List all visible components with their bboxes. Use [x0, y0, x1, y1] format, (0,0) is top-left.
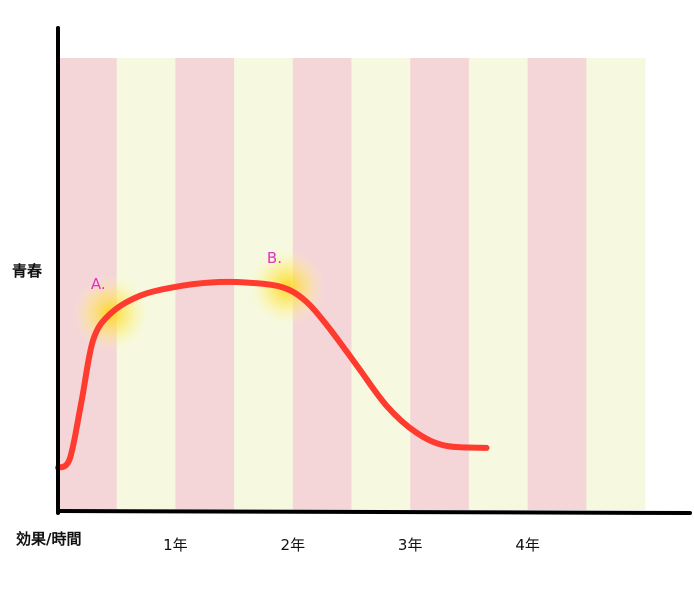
annotation-label: B. — [266, 248, 282, 267]
annotation-label: A. — [90, 275, 106, 294]
x-tick-label: 1年 — [163, 536, 188, 554]
background-bands — [58, 58, 646, 510]
x-tick-label: 3年 — [397, 536, 423, 554]
background-band — [351, 58, 411, 510]
y-axis-label: 青春 — [12, 262, 43, 280]
x-tick-label: 2年 — [280, 536, 306, 554]
background-band — [586, 58, 646, 510]
x-axis-label: 効果/時間 — [16, 530, 82, 548]
x-tick-label: 4年 — [515, 536, 540, 554]
series-line — [55, 278, 490, 471]
background-band — [527, 58, 587, 510]
background-band — [468, 58, 529, 510]
axes — [56, 26, 692, 515]
x-axis — [56, 509, 692, 515]
series-lines — [55, 278, 490, 471]
